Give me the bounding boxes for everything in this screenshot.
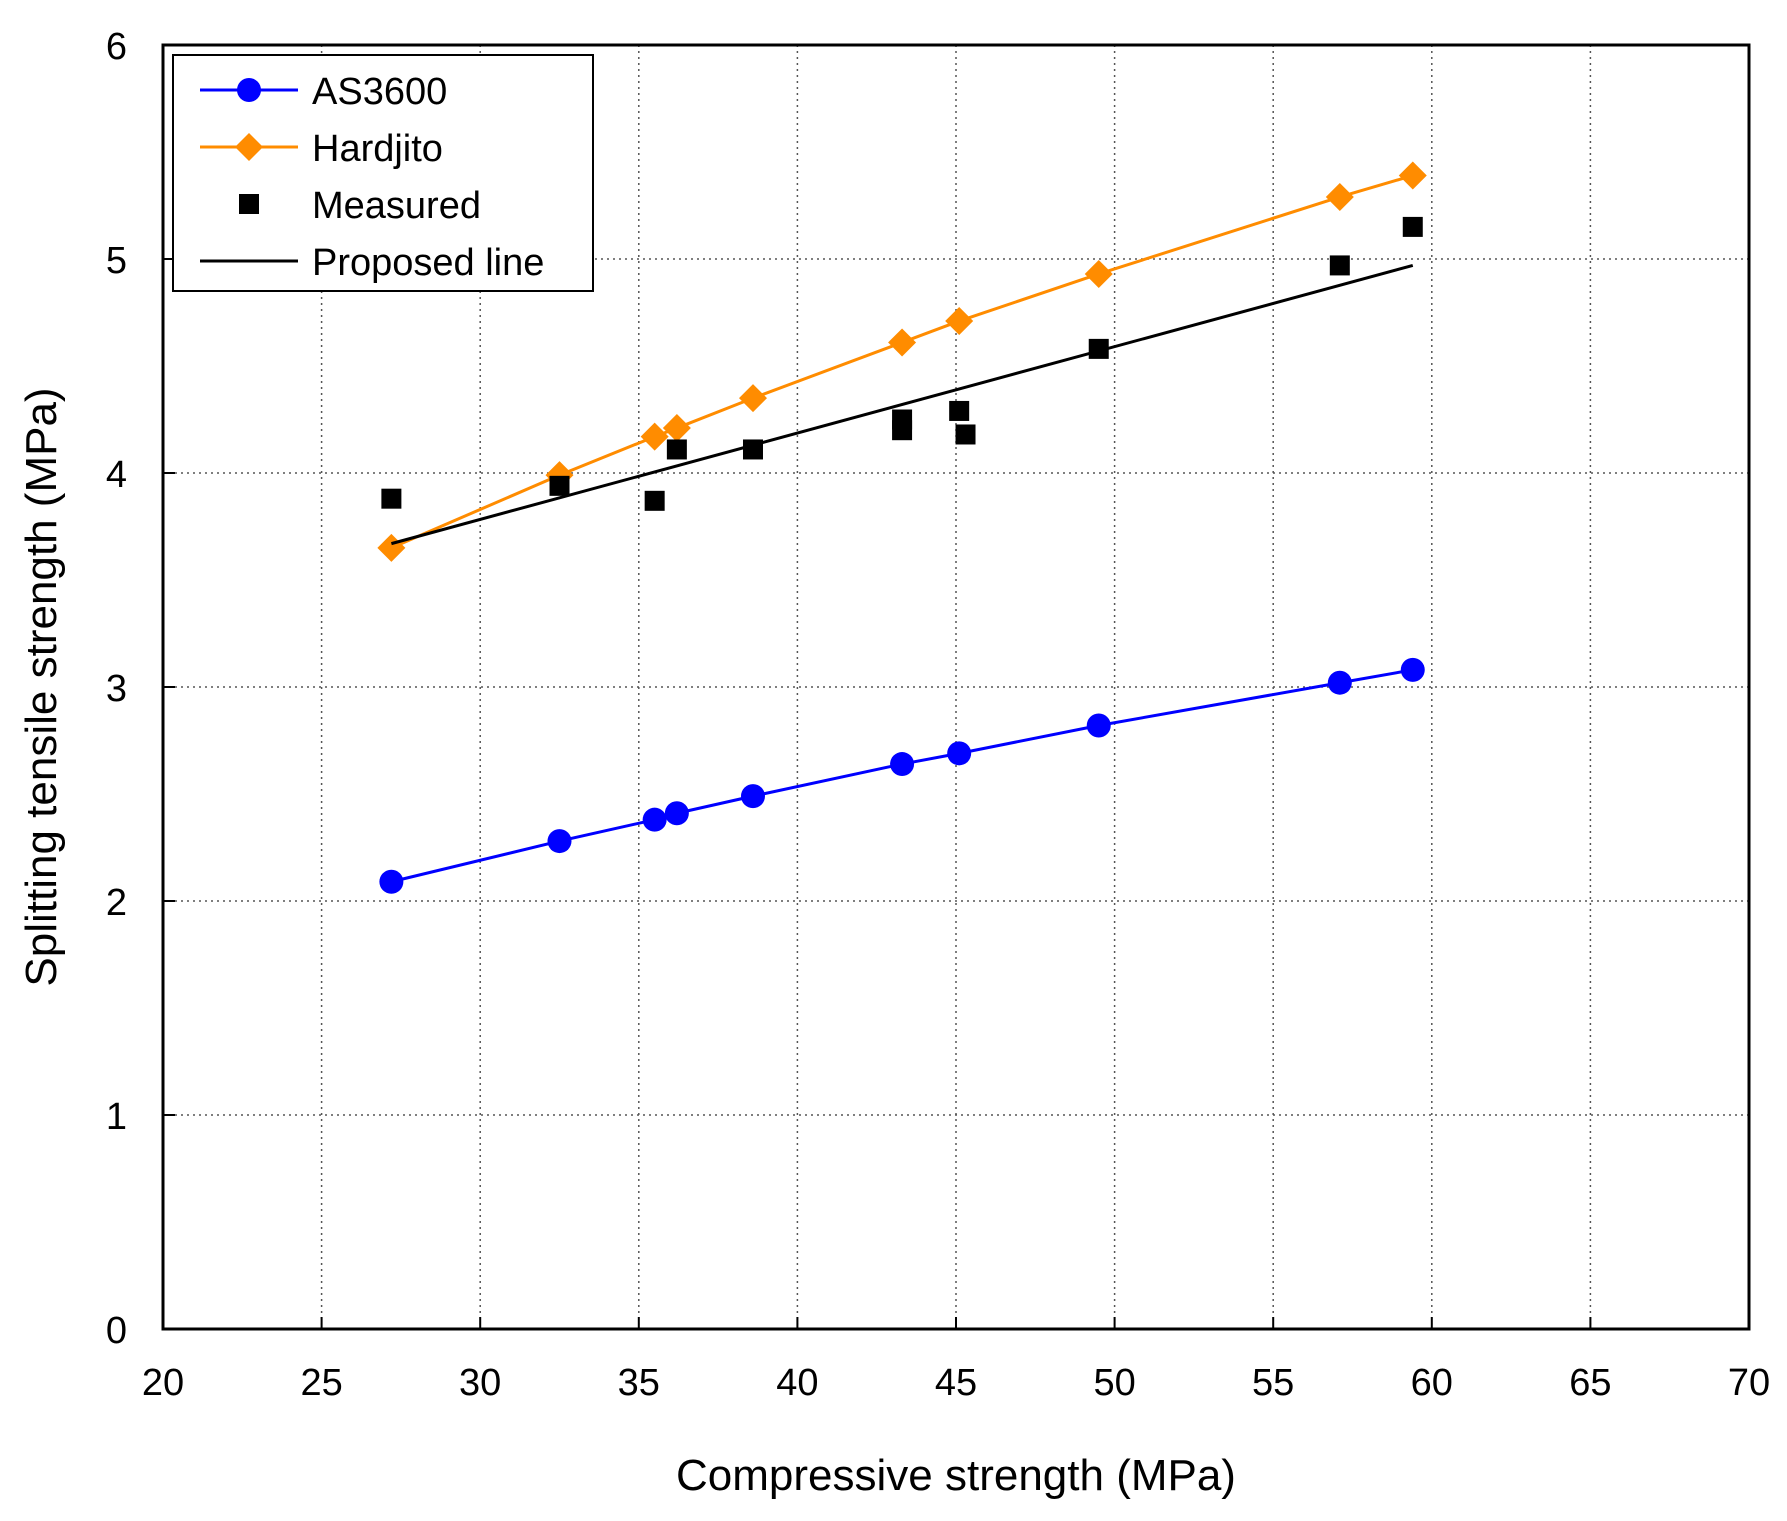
y-tick-label: 2: [106, 882, 127, 924]
as3600-point: [379, 869, 404, 894]
x-tick-label: 60: [1411, 1362, 1453, 1404]
series-proposed-line: [390, 263, 1414, 546]
x-tick-label: 55: [1252, 1362, 1294, 1404]
x-tick-label: 35: [618, 1362, 660, 1404]
hardjito-point: [888, 328, 917, 357]
measured-point: [1088, 338, 1109, 359]
measured-point: [949, 400, 970, 421]
x-tick-label: 25: [300, 1362, 342, 1404]
measured-point: [666, 439, 687, 460]
as3600-point: [1327, 670, 1352, 695]
measured-point: [742, 439, 763, 460]
measured-point: [955, 424, 976, 445]
as3600-point: [664, 801, 689, 826]
grid-lines: [163, 45, 1749, 1329]
legend-proposed-line-label: Proposed line: [312, 242, 544, 284]
x-axis-title: Compressive strength (MPa): [676, 1451, 1236, 1500]
measured-point: [644, 490, 665, 511]
series-measured: [381, 216, 1423, 511]
hardjito-point: [945, 307, 974, 336]
as3600-point: [890, 752, 915, 777]
as3600-point: [1400, 657, 1425, 682]
legend-as3600-label: AS3600: [312, 71, 447, 113]
legend-hardjito-marker: [235, 133, 263, 161]
as3600-line: [391, 668, 1414, 884]
measured-point: [1402, 216, 1423, 237]
legend-measured-marker: [239, 194, 259, 214]
series: [377, 161, 1427, 894]
x-tick-label: 65: [1569, 1362, 1611, 1404]
y-tick-label: 0: [106, 1310, 127, 1352]
x-tick-label: 45: [935, 1362, 977, 1404]
hardjito-line: [390, 174, 1414, 550]
hardjito-point: [1325, 182, 1354, 211]
series-hardjito: [377, 161, 1427, 562]
hardjito-point: [1398, 161, 1427, 190]
measured-point: [1329, 255, 1350, 276]
measured-point: [892, 420, 913, 441]
legend-measured-label: Measured: [312, 185, 481, 227]
hardjito-point: [377, 533, 406, 562]
x-tick-label: 40: [776, 1362, 818, 1404]
y-tick-label: 4: [106, 454, 127, 496]
proposed-line-line: [390, 263, 1414, 546]
measured-point: [381, 488, 402, 509]
y-tick-label: 6: [106, 26, 127, 68]
measured-point: [549, 475, 570, 496]
y-tick-label: 3: [106, 668, 127, 710]
x-tick-label: 70: [1728, 1362, 1770, 1404]
hardjito-point: [738, 384, 767, 413]
legend-hardjito-label: Hardjito: [312, 128, 443, 170]
as3600-point: [642, 807, 667, 832]
x-tick-label: 20: [142, 1362, 184, 1404]
hardjito-point: [640, 422, 669, 451]
legend-as3600-marker: [237, 78, 261, 102]
series-as3600: [379, 657, 1425, 894]
hardjito-point: [662, 414, 691, 443]
x-tick-label: 50: [1093, 1362, 1135, 1404]
as3600-point: [1086, 713, 1111, 738]
as3600-point: [740, 784, 765, 809]
y-tick-label: 5: [106, 240, 127, 282]
as3600-point: [947, 741, 972, 766]
legend: AS3600 Hardjito Measured Proposed line: [172, 54, 594, 292]
y-axis-title: Splitting tensile strength (MPa): [17, 387, 66, 986]
as3600-point: [547, 829, 572, 854]
x-tick-label: 30: [459, 1362, 501, 1404]
hardjito-point: [1084, 259, 1113, 288]
y-tick-label: 1: [106, 1096, 127, 1138]
